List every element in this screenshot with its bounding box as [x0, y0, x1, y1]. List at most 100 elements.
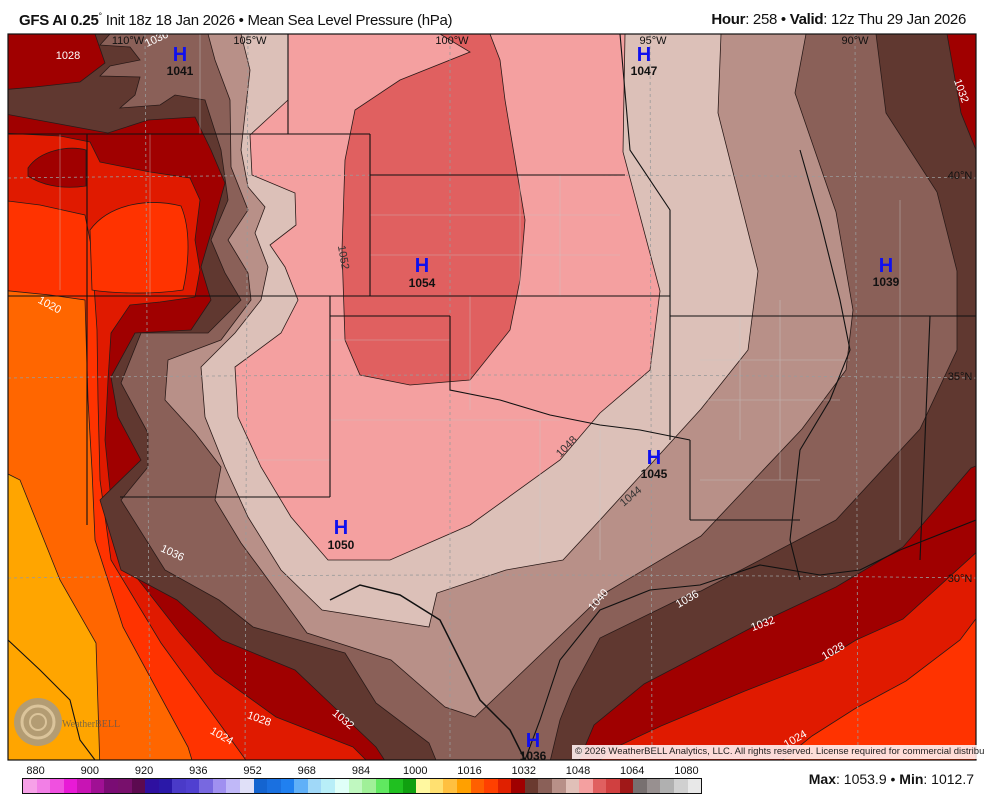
model-name: GFS AI 0.25: [19, 12, 99, 29]
lat-label: 40°N: [948, 170, 973, 182]
colorbar-swatch: [321, 779, 335, 793]
colorbar-swatch: [457, 779, 471, 793]
min-label: Min: [899, 771, 924, 787]
colorbar-swatch: [511, 779, 525, 793]
svg-text:H: H: [415, 255, 429, 277]
copyright-notice: © 2026 WeatherBELL Analytics, LLC. All r…: [572, 745, 984, 759]
colorbar-swatch: [687, 779, 702, 793]
colorbar-tick-label: 920: [134, 765, 154, 777]
colorbar-tick-label: 1016: [457, 765, 482, 777]
colorbar-tick-label: 984: [351, 765, 371, 777]
colorbar-swatch: [579, 779, 593, 793]
valid-label: Valid: [789, 11, 824, 28]
colorbar-swatch: [484, 779, 498, 793]
colorbar-swatch: [633, 779, 647, 793]
lon-label: 90°W: [841, 35, 869, 47]
colorbar-swatch: [185, 779, 200, 793]
contour-label: 1028: [56, 50, 80, 62]
band-1028-tongue: [27, 147, 87, 188]
svg-text:H: H: [637, 44, 651, 66]
max-min-readout: Max: 1053.9 • Min: 1012.7: [809, 771, 974, 787]
band-1020-pocket: [89, 202, 189, 294]
colorbar-swatch: [443, 779, 457, 793]
colorbar-swatch: [334, 779, 349, 793]
svg-text:1047: 1047: [631, 64, 658, 78]
colorbar-swatch: [402, 779, 417, 793]
contour-label: 1052: [335, 244, 351, 270]
colorbar-tick-label: 936: [189, 765, 208, 777]
colorbar-swatch: [77, 779, 91, 793]
colorbar-tick-label: 880: [26, 765, 45, 777]
colorbar-swatch: [226, 779, 240, 793]
svg-text:1054: 1054: [409, 276, 436, 290]
colorbar-swatch: [592, 779, 607, 793]
colorbar-tick-label: 900: [80, 765, 99, 777]
lon-label: 100°W: [435, 35, 469, 47]
degree-symbol: °: [98, 11, 103, 21]
colorbar-swatch: [104, 779, 118, 793]
colorbar-tick-label: 968: [297, 765, 316, 777]
colorbar-swatch: [416, 779, 430, 793]
colorbar-swatch: [294, 779, 308, 793]
lon-label: 95°W: [639, 35, 667, 47]
colorbar-swatch: [606, 779, 620, 793]
colorbar-swatch: [660, 779, 674, 793]
colorbar-swatch: [212, 779, 227, 793]
map-title: GFS AI 0.25° Init 18z 18 Jan 2026 • Mean…: [19, 11, 453, 29]
svg-text:H: H: [879, 255, 893, 277]
svg-text:WeatherBELL: WeatherBELL: [62, 719, 120, 730]
colorbar-swatch: [565, 779, 580, 793]
colorbar-swatch: [538, 779, 552, 793]
colorbar-swatch: [280, 779, 295, 793]
rio-grande: [329, 584, 526, 760]
valid-value: : 12z Thu 29 Jan 2026: [823, 11, 966, 28]
svg-text:1041: 1041: [167, 64, 194, 78]
colorbar-swatch: [199, 779, 213, 793]
svg-text:1045: 1045: [641, 467, 668, 481]
svg-text:H: H: [173, 44, 187, 66]
svg-text:H: H: [334, 517, 348, 539]
colorbar-swatch: [23, 779, 37, 793]
colorbar-swatch: [375, 779, 390, 793]
svg-text:1039: 1039: [873, 275, 900, 289]
min-value: : 1012.7: [923, 771, 974, 787]
colorbar-tick-label: 952: [243, 765, 262, 777]
colorbar-swatch: [646, 779, 661, 793]
weatherbell-logo: WeatherBELL: [14, 698, 120, 746]
hour-label: Hour: [711, 11, 746, 28]
colorbar-swatch: [63, 779, 78, 793]
max-value: : 1053.9 •: [836, 771, 900, 787]
lon-label: 105°W: [233, 35, 267, 47]
colorbar-tick-label: 1032: [511, 765, 536, 777]
svg-text:H: H: [647, 447, 661, 469]
colorbar-swatch: [470, 779, 485, 793]
band-1052: [341, 34, 526, 386]
colorbar-swatch: [117, 779, 132, 793]
colorbar-swatch: [551, 779, 566, 793]
mexico-coast: [8, 639, 96, 760]
colorbar-tick-label: 1048: [565, 765, 591, 777]
colorbar-swatch: [307, 779, 322, 793]
init-and-field: Init 18z 18 Jan 2026 • Mean Sea Level Pr…: [101, 12, 453, 29]
colorbar-swatch: [158, 779, 173, 793]
colorbar-swatch: [362, 779, 376, 793]
lon-label: 110°W: [112, 35, 145, 47]
state-borders: [8, 34, 976, 760]
colorbar-tick-label: 1064: [619, 765, 645, 777]
colorbar-swatch: [50, 779, 64, 793]
colorbar-tick-label: 1080: [674, 765, 699, 777]
hour-value: : 258 •: [745, 11, 790, 28]
colorbar-swatch: [253, 779, 268, 793]
county-lines: [59, 34, 901, 560]
colorbar-swatch: [240, 779, 254, 793]
colorbar: [22, 778, 702, 794]
colorbar-swatch: [674, 779, 688, 793]
colorbar-swatch: [90, 779, 105, 793]
